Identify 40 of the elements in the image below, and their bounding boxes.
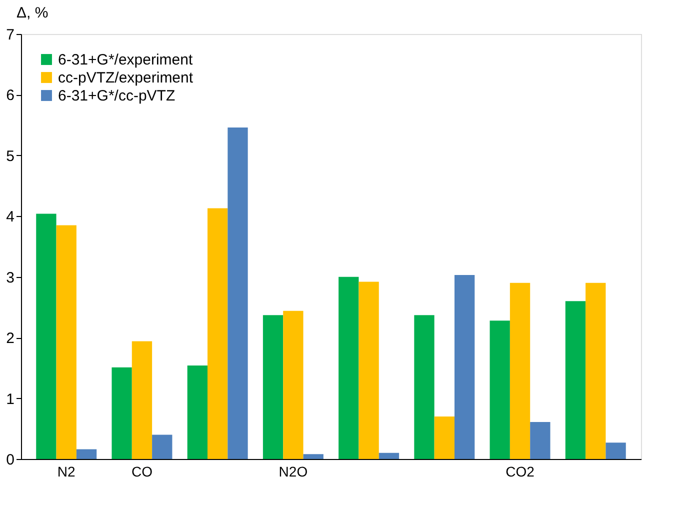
legend-label: 6-31+G*/cc-pVTZ (58, 88, 176, 104)
bar (228, 128, 248, 459)
bar (303, 454, 324, 459)
y-tick-label: 1 (6, 390, 14, 408)
y-axis-title: Δ, % (16, 4, 48, 22)
bar (414, 315, 434, 459)
bar (586, 282, 606, 459)
y-tick-label: 3 (6, 269, 14, 286)
y-tick-label: 0 (6, 452, 14, 468)
bar (434, 416, 454, 459)
bar (152, 434, 172, 459)
bar (283, 310, 304, 459)
bar (530, 422, 550, 459)
x-tick-label: N2 (57, 464, 76, 480)
bar (358, 282, 379, 459)
y-tick-label: 6 (6, 87, 14, 104)
bar (606, 442, 626, 459)
bar (510, 282, 530, 459)
bar (132, 341, 152, 459)
bar (565, 301, 586, 459)
x-tick-label: CO2 (506, 464, 535, 480)
y-tick-label: 2 (6, 330, 14, 348)
bar (338, 276, 359, 459)
bar (76, 449, 97, 459)
bar (208, 208, 228, 459)
bar (490, 320, 510, 459)
bar (36, 214, 56, 459)
legend-label: cc-pVTZ/experiment (58, 70, 194, 86)
x-tick-label: N2O (278, 464, 308, 480)
bar (187, 366, 208, 459)
y-tick-label: 7 (6, 26, 14, 44)
y-tick-label: 4 (6, 208, 14, 226)
y-tick-label: 5 (6, 148, 14, 165)
bar (262, 315, 284, 459)
bar (378, 452, 400, 459)
x-tick-label: CO (131, 464, 153, 480)
bar (56, 225, 76, 459)
legend-label: 6-31+G*/experiment (58, 52, 194, 68)
bar (454, 275, 475, 459)
bar (112, 367, 132, 459)
